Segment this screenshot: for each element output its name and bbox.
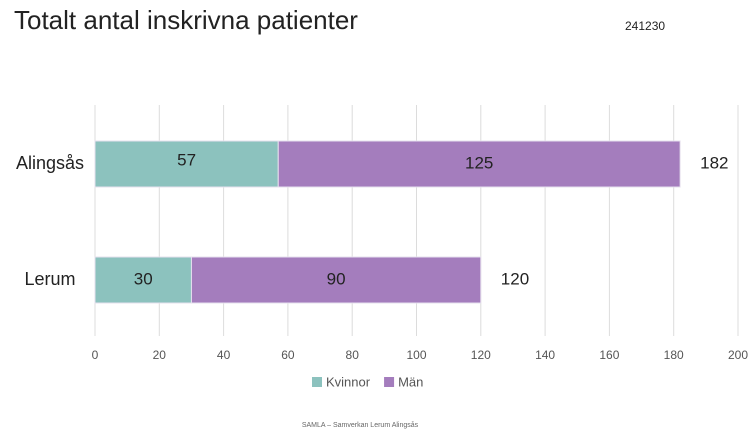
x-tick-label: 60	[281, 348, 295, 362]
date-label: 241230	[625, 19, 665, 33]
y-tick-label: Alingsås	[16, 153, 84, 173]
bar-segment	[94, 140, 279, 188]
x-tick-label: 140	[535, 348, 555, 362]
x-tick-label: 20	[153, 348, 167, 362]
data-label: 90	[327, 269, 346, 288]
x-tick-label: 0	[92, 348, 99, 362]
data-label: 57	[177, 150, 196, 169]
x-tick-label: 200	[728, 348, 748, 362]
x-tick-label: 100	[406, 348, 426, 362]
bar-segment	[277, 140, 681, 188]
x-tick-label: 120	[471, 348, 491, 362]
y-tick-label: Lerum	[24, 269, 75, 289]
legend-label: Män	[398, 374, 423, 389]
data-label: 125	[465, 153, 493, 172]
legend-swatch	[384, 377, 395, 387]
total-label: 182	[700, 153, 728, 172]
x-tick-label: 160	[599, 348, 619, 362]
data-label: 30	[134, 269, 153, 288]
total-label: 120	[501, 269, 529, 288]
chart-title: Totalt antal inskrivna patienter	[14, 5, 358, 35]
x-tick-label: 80	[346, 348, 360, 362]
bar-segment	[190, 256, 482, 304]
legend-swatch	[312, 377, 322, 387]
legend-label: Kvinnor	[326, 374, 371, 389]
x-tick-label: 40	[217, 348, 231, 362]
footer: SAMLA – Samverkan Lerum Alingsås	[302, 421, 419, 429]
x-tick-label: 180	[664, 348, 684, 362]
